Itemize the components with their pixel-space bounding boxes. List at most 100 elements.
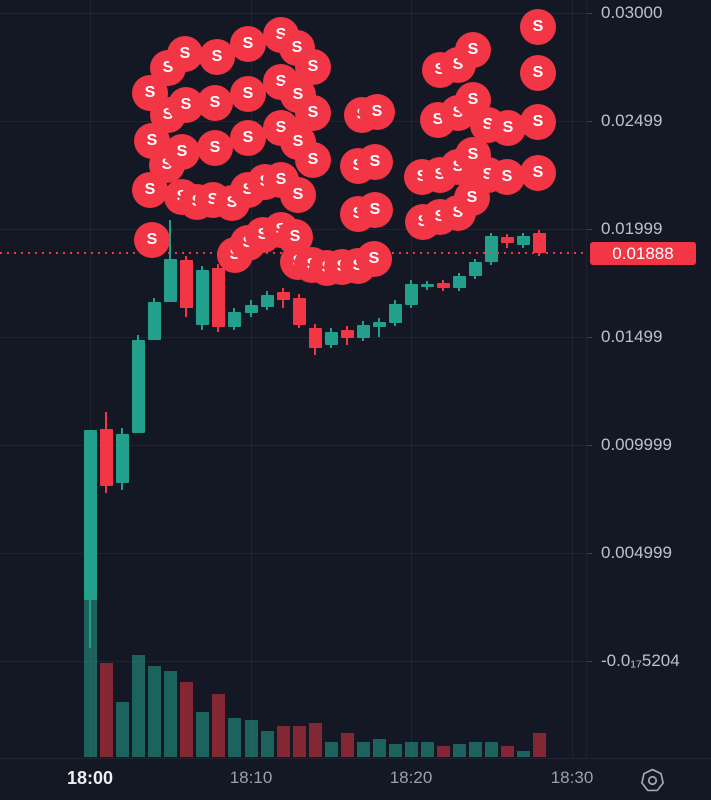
sell-marker[interactable]: S: [520, 104, 556, 140]
sell-marker[interactable]: S: [520, 55, 556, 91]
volume-bar: [115, 702, 129, 757]
volume-bar: [436, 746, 450, 757]
horizontal-gridline: [0, 553, 586, 554]
candle[interactable]: [244, 305, 258, 313]
sell-marker[interactable]: S: [197, 85, 233, 121]
candle[interactable]: [99, 429, 113, 486]
price-axis-tick: [587, 229, 592, 230]
vertical-gridline: [90, 0, 91, 758]
time-axis-label: 18:20: [389, 768, 433, 787]
current-price-badge: 0.01888: [590, 242, 696, 265]
sell-marker[interactable]: S: [359, 94, 395, 130]
candle[interactable]: [452, 276, 466, 288]
sell-marker[interactable]: S: [134, 222, 170, 258]
horizontal-gridline: [0, 445, 586, 446]
candle[interactable]: [404, 284, 418, 305]
volume-bar: [308, 723, 322, 757]
candle[interactable]: [468, 262, 482, 276]
candle[interactable]: [195, 270, 209, 325]
price-axis-tick: [587, 445, 592, 446]
candle[interactable]: [147, 302, 161, 340]
price-axis-label: -0.0₁₇5204: [601, 651, 680, 670]
price-axis[interactable]: 0.03000 0.02499 0.01999 0.01499 0.009999 0.00…: [586, 0, 711, 758]
time-axis[interactable]: 18:00 18:10 18:20 18:30: [0, 758, 711, 800]
candle[interactable]: [436, 283, 450, 288]
price-axis-label: 0.004999: [601, 543, 672, 562]
candle[interactable]: [324, 332, 338, 345]
candle[interactable]: [420, 284, 434, 287]
sell-marker[interactable]: S: [455, 32, 491, 68]
volume-bar: [147, 666, 161, 757]
price-axis-tick: [587, 553, 592, 554]
volume-bar: [500, 746, 514, 757]
candle[interactable]: [163, 259, 177, 302]
sell-marker[interactable]: S: [295, 95, 331, 131]
volume-bar: [131, 655, 145, 757]
volume-bar: [163, 671, 177, 757]
candle[interactable]: [276, 292, 290, 300]
sell-marker[interactable]: S: [357, 144, 393, 180]
candle[interactable]: [115, 434, 129, 483]
settings-button[interactable]: [638, 766, 666, 794]
volume-bar: [324, 742, 338, 757]
volume-bar: [452, 744, 466, 757]
volume-bar: [484, 742, 498, 757]
candle[interactable]: [388, 304, 402, 323]
volume-bar: [404, 742, 418, 757]
sell-marker[interactable]: S: [230, 76, 266, 112]
time-axis-label: 18:30: [550, 768, 594, 787]
sell-marker[interactable]: S: [356, 241, 392, 277]
candle[interactable]: [484, 236, 498, 262]
sell-marker[interactable]: S: [199, 39, 235, 75]
sell-marker[interactable]: S: [490, 110, 526, 146]
sell-marker[interactable]: S: [280, 177, 316, 213]
candle[interactable]: [340, 330, 354, 338]
volume-bar: [420, 742, 434, 757]
time-axis-label: 18:10: [229, 768, 273, 787]
candle[interactable]: [292, 298, 306, 325]
sell-marker[interactable]: S: [167, 36, 203, 72]
candle[interactable]: [532, 233, 546, 253]
sell-marker[interactable]: S: [520, 9, 556, 45]
price-axis-label: 0.02499: [601, 111, 663, 130]
volume-bar: [340, 733, 354, 757]
volume-bar: [372, 739, 386, 757]
time-axis-label: 18:00: [66, 768, 114, 788]
sell-marker[interactable]: S: [295, 142, 331, 178]
volume-bar: [356, 742, 370, 757]
horizontal-gridline: [0, 13, 586, 14]
candle[interactable]: [516, 236, 530, 245]
volume-bar: [227, 718, 241, 757]
candle[interactable]: [211, 268, 225, 327]
volume-bar: [468, 742, 482, 757]
sell-marker[interactable]: S: [230, 26, 266, 62]
sell-marker[interactable]: S: [455, 82, 491, 118]
price-axis-label: 0.01999: [601, 219, 663, 238]
volume-bar: [244, 720, 258, 757]
volume-bar: [532, 733, 546, 757]
horizontal-gridline: [0, 337, 586, 338]
candle[interactable]: [260, 295, 274, 307]
candle[interactable]: [179, 260, 193, 308]
time-axis-labels: 18:00 18:10 18:20 18:30: [0, 759, 596, 800]
sell-marker[interactable]: S: [295, 49, 331, 85]
gear-icon: [640, 768, 664, 791]
candle[interactable]: [83, 430, 97, 600]
volume-bar: [83, 595, 97, 757]
sell-marker[interactable]: S: [489, 159, 525, 195]
vertical-gridline: [251, 0, 252, 758]
candle[interactable]: [372, 322, 386, 327]
price-axis-label: 0.009999: [601, 435, 672, 454]
candle[interactable]: [356, 325, 370, 338]
sell-marker[interactable]: S: [357, 192, 393, 228]
volume-bar: [211, 694, 225, 757]
sell-marker[interactable]: S: [230, 120, 266, 156]
candle[interactable]: [131, 340, 145, 433]
sell-marker[interactable]: S: [164, 134, 200, 170]
sell-marker[interactable]: S: [197, 130, 233, 166]
candle[interactable]: [227, 312, 241, 327]
sell-marker[interactable]: S: [520, 155, 556, 191]
candle[interactable]: [308, 328, 322, 348]
candle[interactable]: [500, 237, 514, 243]
